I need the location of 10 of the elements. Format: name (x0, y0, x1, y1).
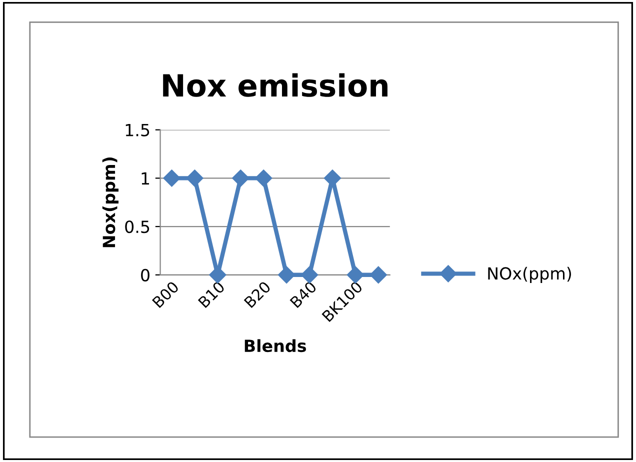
x-tick-label: B40 (290, 280, 318, 308)
y-tick-label: 1.5 (126, 124, 150, 136)
y-tick-label: 0.5 (125, 220, 150, 234)
x-tick-label: B10 (198, 280, 226, 308)
y-tick-label: 1 (142, 172, 150, 185)
y-tick-label: 0 (141, 268, 150, 282)
x-axis-title: Blends (244, 339, 306, 352)
chart-title: Nox emission (163, 73, 388, 97)
legend-label: NOx(ppm) (488, 266, 571, 283)
y-axis-title: Nox(ppm) (102, 157, 118, 248)
